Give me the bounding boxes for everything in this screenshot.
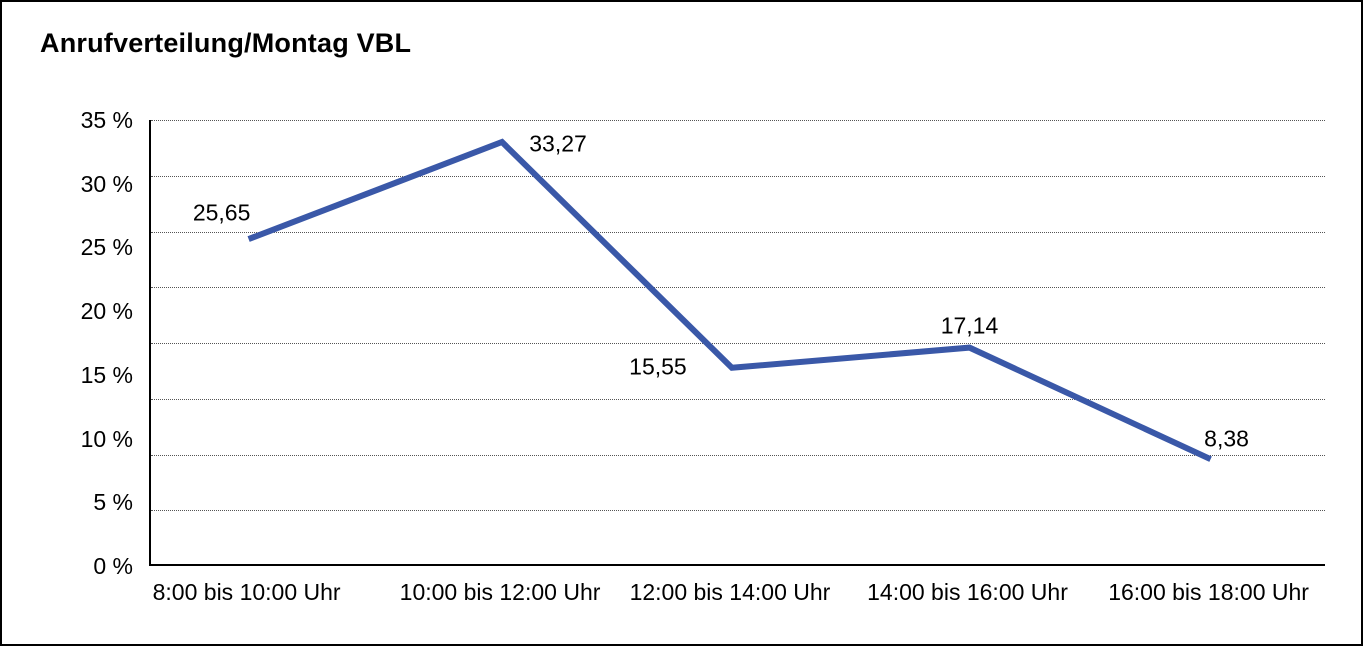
x-tick-label: 16:00 bis 18:00 Uhr (1108, 579, 1309, 605)
y-tick-label: 25 % (80, 234, 133, 261)
gridline (151, 120, 1325, 121)
y-tick-label: 30 % (80, 170, 133, 197)
x-tick-label: 8:00 bis 10:00 Uhr (152, 579, 341, 605)
x-tick-label: 12:00 bis 14:00 Uhr (629, 579, 831, 605)
y-tick-label: 0 % (93, 553, 133, 579)
gridline (151, 231, 1325, 233)
data-point-label: 8,38 (1204, 425, 1249, 452)
y-tick-label: 10 % (80, 425, 133, 452)
y-tick-label: 15 % (80, 361, 133, 388)
y-tick-label: 20 % (80, 298, 133, 325)
series-line (247, 138, 1212, 462)
y-tick-label: 35 % (80, 107, 133, 133)
gridline (151, 343, 1325, 344)
gridline (151, 398, 1325, 400)
data-point-label: 25,65 (192, 199, 251, 226)
gridline (151, 287, 1325, 289)
data-point-label: 33,27 (529, 130, 587, 157)
plot-area: 25,65 33,27 15,55 17,14 8,38 (149, 120, 1325, 566)
y-tick-label: 5 % (93, 489, 133, 516)
x-tick-label: 10:00 bis 12:00 Uhr (399, 579, 601, 605)
chart-title: Anrufverteilung/Montag VBL (40, 28, 412, 58)
gridline (151, 510, 1325, 512)
data-point-label: 17,14 (940, 312, 999, 339)
x-axis-labels: 8:00 bis 10:00 Uhr 10:00 bis 12:00 Uhr 12:… (149, 579, 1325, 609)
gridline (151, 175, 1325, 177)
y-axis-labels: 35 % 30 % 25 % 20 % 15 % 10 % 5 % 0 % (32, 2, 133, 644)
gridline (151, 454, 1325, 456)
data-point-label: 15,55 (629, 353, 687, 380)
x-tick-label: 14:00 bis 16:00 Uhr (867, 579, 1068, 605)
line-series (247, 138, 1212, 462)
